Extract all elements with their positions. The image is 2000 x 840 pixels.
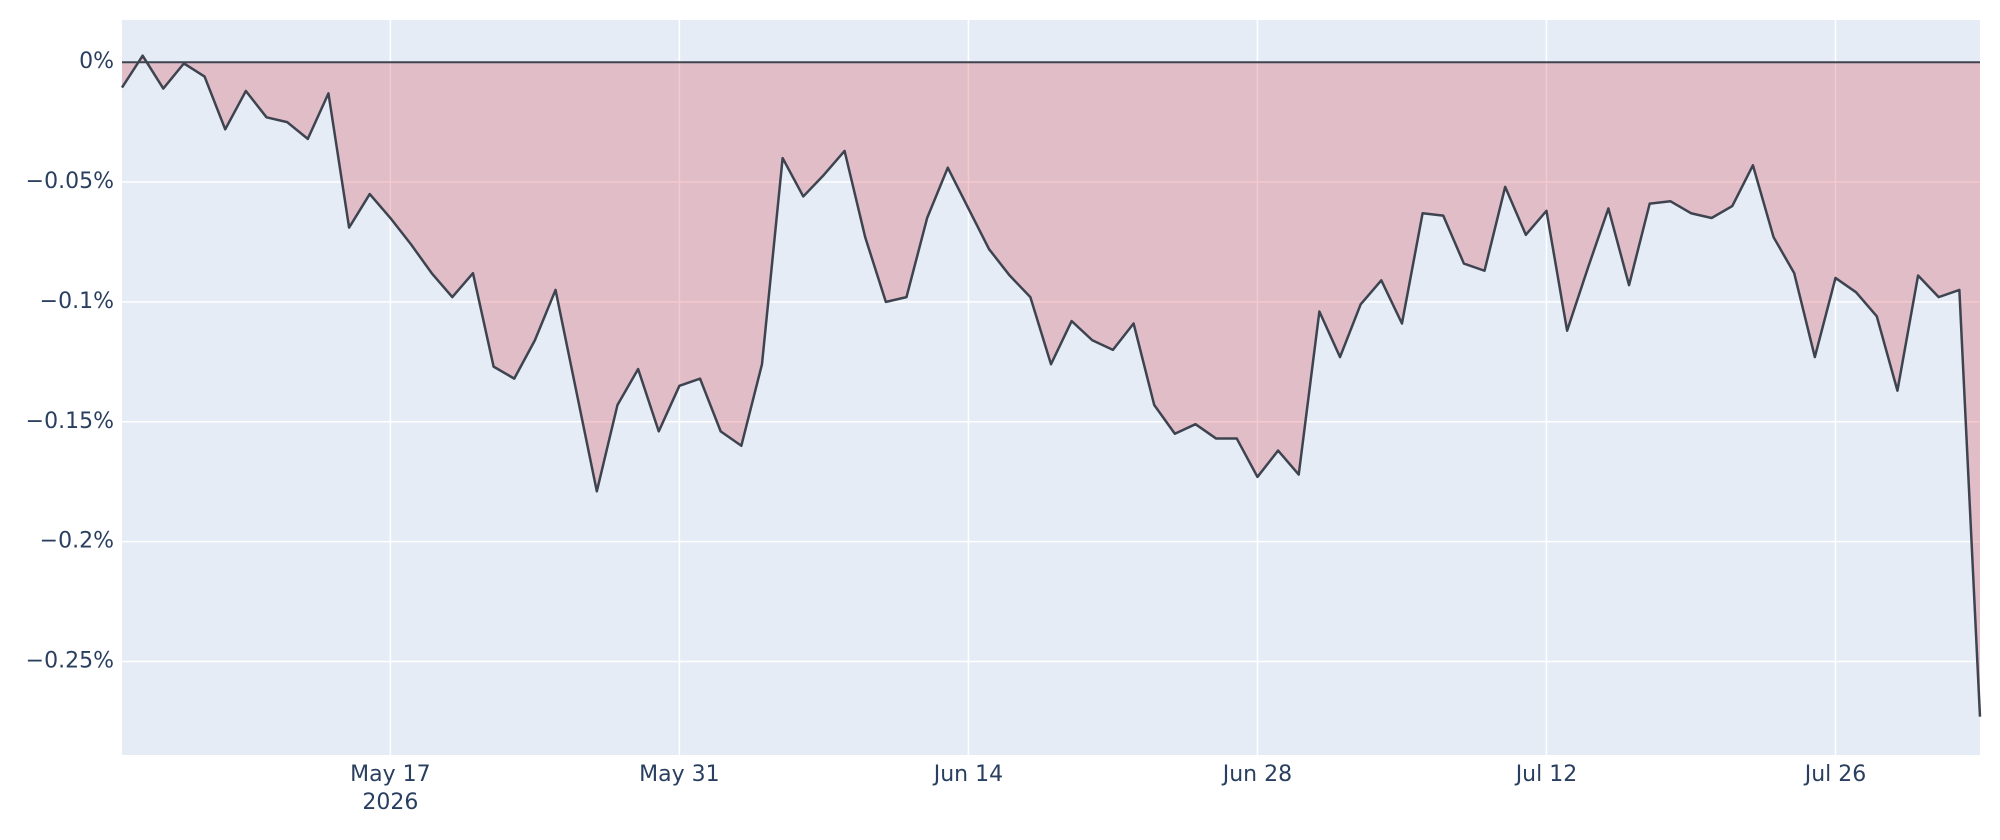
- x-tick-year: 2026: [362, 790, 418, 815]
- x-tick-label: May 31: [639, 762, 719, 787]
- y-tick-label: −0.05%: [26, 169, 114, 194]
- x-tick-label: Jul 26: [1803, 762, 1867, 787]
- x-tick-label: Jun 28: [1221, 762, 1292, 787]
- y-tick-label: 0%: [79, 49, 114, 74]
- y-tick-label: −0.25%: [26, 649, 114, 674]
- drawdown-line: [120, 54, 1982, 717]
- y-tick-label: −0.1%: [40, 289, 114, 314]
- x-tick-label: Jul 12: [1514, 762, 1578, 787]
- x-tick-label: Jun 14: [932, 762, 1003, 787]
- y-tick-label: −0.15%: [26, 409, 114, 434]
- x-tick-label: May 17: [350, 762, 430, 787]
- plot-background: [122, 20, 1980, 755]
- drawdown-area: [122, 55, 1980, 717]
- y-tick-label: −0.2%: [40, 529, 114, 554]
